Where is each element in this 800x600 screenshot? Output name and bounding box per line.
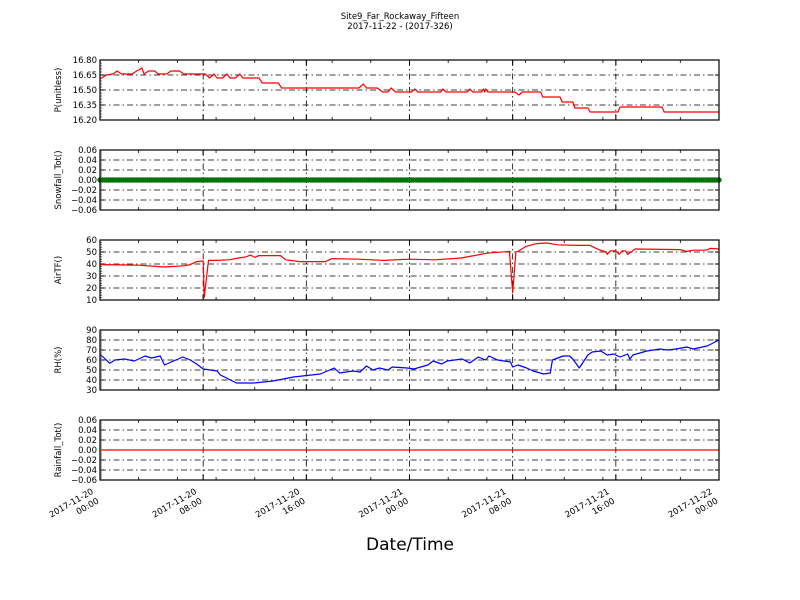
y-tick-label: 30 xyxy=(86,272,97,282)
y-tick-label: 20 xyxy=(86,284,97,294)
y-tick-label: 80 xyxy=(86,336,97,346)
y-tick-label: 16.50 xyxy=(73,86,97,96)
y-tick-label: 0.02 xyxy=(78,436,97,446)
x-axis-label: Date/Time xyxy=(366,535,454,555)
axes-frame xyxy=(99,329,720,391)
y-tick-label: 60 xyxy=(86,236,97,246)
axes-frame xyxy=(99,59,720,121)
y-tick-label: 0.06 xyxy=(78,146,97,156)
axes-frame xyxy=(99,419,720,481)
subplot-2: 10 20 30 40 50 60 AirTF() xyxy=(54,236,720,306)
y-tick-label: 90 xyxy=(86,326,97,336)
chart-title: Site9_Far_Rockaway_Fifteen xyxy=(341,12,460,22)
y-tick-label: −0.06 xyxy=(71,476,97,486)
y-tick-label: −0.02 xyxy=(71,186,97,196)
series-line-0 xyxy=(99,67,719,113)
y-axis-label: P(unitless) xyxy=(54,68,64,113)
y-tick-label: 60 xyxy=(86,356,97,366)
subplot-1: −0.06−0.04−0.020.000.020.040.06 Snowfall_… xyxy=(54,146,722,216)
subplots: 16.20 16.35 16.50 16.65 16.80 P(unitless) −0.0… xyxy=(54,56,722,486)
y-axis-label: Rainfall_Tot() xyxy=(54,423,64,478)
y-tick-label: 16.20 xyxy=(73,116,97,126)
axes-frame xyxy=(99,239,720,301)
y-tick-label: 0.04 xyxy=(78,426,97,436)
y-tick-label: 10 xyxy=(86,296,97,306)
y-tick-label: 16.80 xyxy=(73,56,97,66)
y-tick-label: 70 xyxy=(86,346,97,356)
y-tick-label: 50 xyxy=(86,366,97,376)
y-tick-label: −0.06 xyxy=(71,206,97,216)
y-axis-label: AirTF() xyxy=(54,256,64,284)
y-tick-label: −0.04 xyxy=(71,196,97,206)
series-line-3 xyxy=(99,339,720,384)
axes-frame xyxy=(99,149,720,211)
y-tick-label: 40 xyxy=(86,260,97,270)
y-tick-label: 0.04 xyxy=(78,156,97,166)
chart-subtitle: 2017-11-22 - (2017-326) xyxy=(347,22,452,32)
y-axis-label: Snowfall_Tot() xyxy=(54,150,64,209)
y-tick-label: 16.65 xyxy=(73,71,97,81)
y-tick-label: 0.00 xyxy=(78,176,97,186)
y-tick-label: 50 xyxy=(86,248,97,258)
y-tick-label: 16.35 xyxy=(73,101,97,111)
subplot-0: 16.20 16.35 16.50 16.65 16.80 P(unitless) xyxy=(54,56,720,126)
y-tick-label: 0.00 xyxy=(78,446,97,456)
y-tick-label: 0.06 xyxy=(78,416,97,426)
y-tick-label: 30 xyxy=(86,386,97,396)
y-tick-label: 40 xyxy=(86,376,97,386)
y-tick-label: 0.02 xyxy=(78,166,97,176)
subplot-4: −0.06−0.04−0.020.000.020.040.06 Rainfall_… xyxy=(54,416,720,486)
y-axis-label: RH(%) xyxy=(54,346,64,373)
y-tick-label: −0.02 xyxy=(71,456,97,466)
series-line-2 xyxy=(99,242,720,299)
y-tick-label: −0.04 xyxy=(71,466,97,476)
